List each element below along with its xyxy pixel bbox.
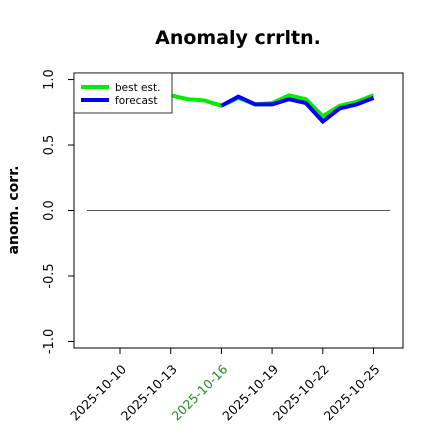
y-tick-label: 1.0: [42, 69, 57, 90]
y-tick-label: 0.0: [42, 200, 57, 221]
legend-label-forecast: forecast: [115, 95, 157, 107]
chart-title: Anomaly crrltn.: [155, 27, 321, 49]
legend-label-best-est: best est.: [115, 82, 160, 94]
x-axis: 2025-10-102025-10-132025-10-162025-10-19…: [67, 347, 383, 423]
series-line-forecast: [220, 94, 375, 125]
legend-box: [73, 72, 173, 114]
y-axis: -1.0 -0.5 0.0 0.5 1.0: [42, 69, 75, 354]
y-tick-label: -1.0: [42, 329, 57, 354]
y-tick-label: -0.5: [42, 263, 57, 288]
y-axis-label: anom. corr.: [6, 166, 22, 255]
legend: best est. forecast: [73, 72, 173, 114]
y-tick-label: 0.5: [42, 135, 57, 156]
